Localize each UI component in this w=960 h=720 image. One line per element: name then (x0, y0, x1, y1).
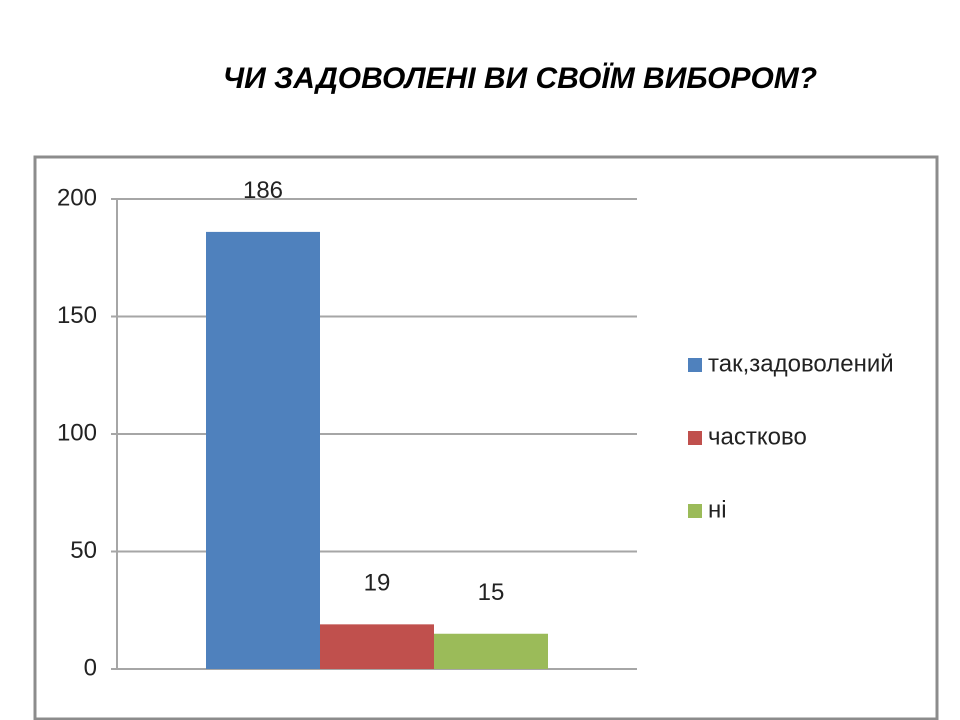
legend-label: так,задоволений (708, 350, 894, 377)
legend-swatch (688, 431, 702, 445)
value-label: 19 (364, 570, 391, 597)
y-tick-label: 0 (84, 654, 97, 681)
bar (434, 633, 548, 669)
legend-swatch (688, 504, 702, 518)
chart-frame (33, 155, 939, 720)
y-tick-label: 100 (57, 419, 97, 446)
legend-swatch (688, 358, 702, 372)
chart-title: ЧИ ЗАДОВОЛЕНІ ВИ СВОЇМ ВИБОРОМ? (223, 62, 817, 95)
value-label: 186 (243, 177, 283, 204)
bar (206, 231, 320, 669)
bar (320, 624, 434, 669)
value-label: 15 (478, 579, 505, 606)
y-tick-label: 50 (70, 537, 97, 564)
legend-label: ні (708, 496, 727, 523)
y-tick-label: 200 (57, 184, 97, 211)
y-tick-label: 150 (57, 302, 97, 329)
legend-label: частково (708, 423, 807, 450)
